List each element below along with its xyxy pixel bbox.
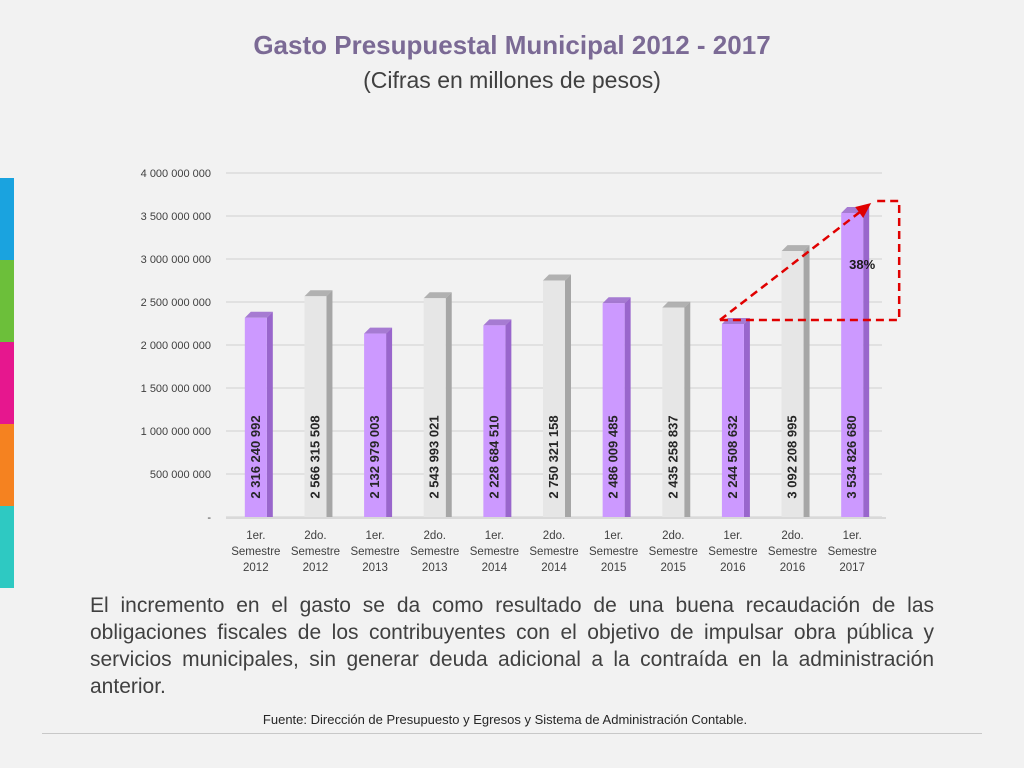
y-tick-label: 500 000 000: [150, 469, 211, 481]
x-category-label: 1er. Semestre 2012: [231, 530, 280, 574]
bar-top: [304, 290, 333, 297]
bar-side: [565, 274, 571, 517]
x-category-label: 1er. Semestre 2013: [350, 530, 399, 574]
x-category-label: 1er. Semestre 2017: [828, 530, 877, 574]
bar-side: [863, 207, 870, 517]
y-tick-label: 1 500 000 000: [141, 383, 211, 395]
bar-side: [266, 311, 273, 517]
bar-top: [781, 245, 810, 252]
arrowhead-icon: [855, 203, 872, 219]
bar-top: [244, 311, 273, 318]
x-category-label: 1er. Semestre 2014: [470, 530, 519, 574]
bar-value-label: 3 534 826 680: [844, 415, 859, 498]
bar: [781, 251, 804, 517]
bar: [841, 213, 864, 517]
description-text: El incremento en el gasto se da como res…: [90, 594, 934, 698]
bar-top: [602, 297, 631, 304]
bar-side: [505, 319, 512, 517]
bar-top: [662, 301, 691, 308]
bar-side: [386, 327, 393, 517]
bar: [543, 280, 565, 517]
y-tick-label: 3 000 000 000: [141, 254, 211, 266]
x-category-label: 2do. Semestre 2014: [529, 530, 578, 574]
stripe-magenta: [0, 342, 14, 424]
bar: [483, 325, 506, 517]
bar: [364, 333, 387, 517]
y-tick-label: 2 500 000 000: [141, 297, 211, 309]
y-tick-label: 2 000 000 000: [141, 340, 211, 352]
bar-side: [624, 297, 631, 517]
stripe-orange: [0, 424, 14, 506]
bar-top: [483, 319, 512, 326]
bar-value-label: 2 566 315 508: [307, 415, 322, 498]
x-category-label: 2do. Semestre 2013: [410, 530, 459, 574]
x-category-label: 1er. Semestre 2016: [708, 530, 757, 574]
growth-percentage-label: 38%: [849, 257, 875, 272]
bar: [602, 303, 625, 517]
bar: [721, 323, 744, 517]
bar-top: [423, 292, 452, 299]
chart-subtitle: (Cifras en millones de pesos): [363, 67, 661, 93]
x-category-label: 1er. Semestre 2015: [589, 530, 638, 574]
source-note: Fuente: Dirección de Presupuesto y Egres…: [262, 712, 748, 727]
bar: [423, 298, 446, 517]
bar: [304, 296, 327, 517]
bar-value-label: 2 435 258 837: [665, 415, 680, 498]
annotation-growth-line: [719, 210, 862, 321]
bar-side: [445, 292, 452, 517]
stripe-blue: [0, 178, 14, 260]
bar-value-label: 2 132 979 003: [367, 415, 382, 498]
bar-value-label: 2 486 009 485: [606, 415, 621, 498]
bar-side: [684, 301, 691, 517]
bar-value-label: 2 543 993 021: [427, 415, 442, 498]
x-category-label: 2do. Semestre 2016: [768, 530, 817, 574]
y-tick-label: 1 000 000 000: [141, 426, 211, 438]
bar-value-label: 2 244 508 632: [725, 415, 740, 498]
bar-value-label: 2 316 240 992: [248, 415, 263, 498]
annotation-bracket: [877, 199, 901, 320]
stripe-green: [0, 260, 14, 342]
x-category-label: 2do. Semestre 2015: [649, 530, 698, 574]
bar-top: [543, 274, 571, 281]
y-tick-label: 4 000 000 000: [141, 168, 211, 180]
bar-side: [803, 245, 810, 517]
decorative-stripes: [0, 178, 14, 588]
footer-divider: [42, 733, 982, 734]
bar: [244, 317, 267, 517]
y-tick-label: -: [207, 512, 211, 524]
bar-side: [743, 317, 750, 517]
bar-chart: - 500 000 000 1 000 000 000 1 500 000 000 2 …: [141, 168, 901, 574]
bar-side: [326, 290, 333, 517]
y-tick-label: 3 500 000 000: [141, 211, 211, 223]
chart-title: Gasto Presupuestal Municipal 2012 - 2017: [253, 30, 771, 60]
bar-value-label: 2 750 321 158: [546, 415, 561, 498]
bar: [662, 307, 685, 517]
x-category-label: 2do. Semestre 2012: [291, 530, 340, 574]
bar-value-label: 2 228 684 510: [486, 415, 501, 498]
bar-top: [364, 327, 393, 334]
stripe-teal: [0, 506, 14, 588]
bar-value-label: 3 092 208 995: [785, 415, 800, 498]
